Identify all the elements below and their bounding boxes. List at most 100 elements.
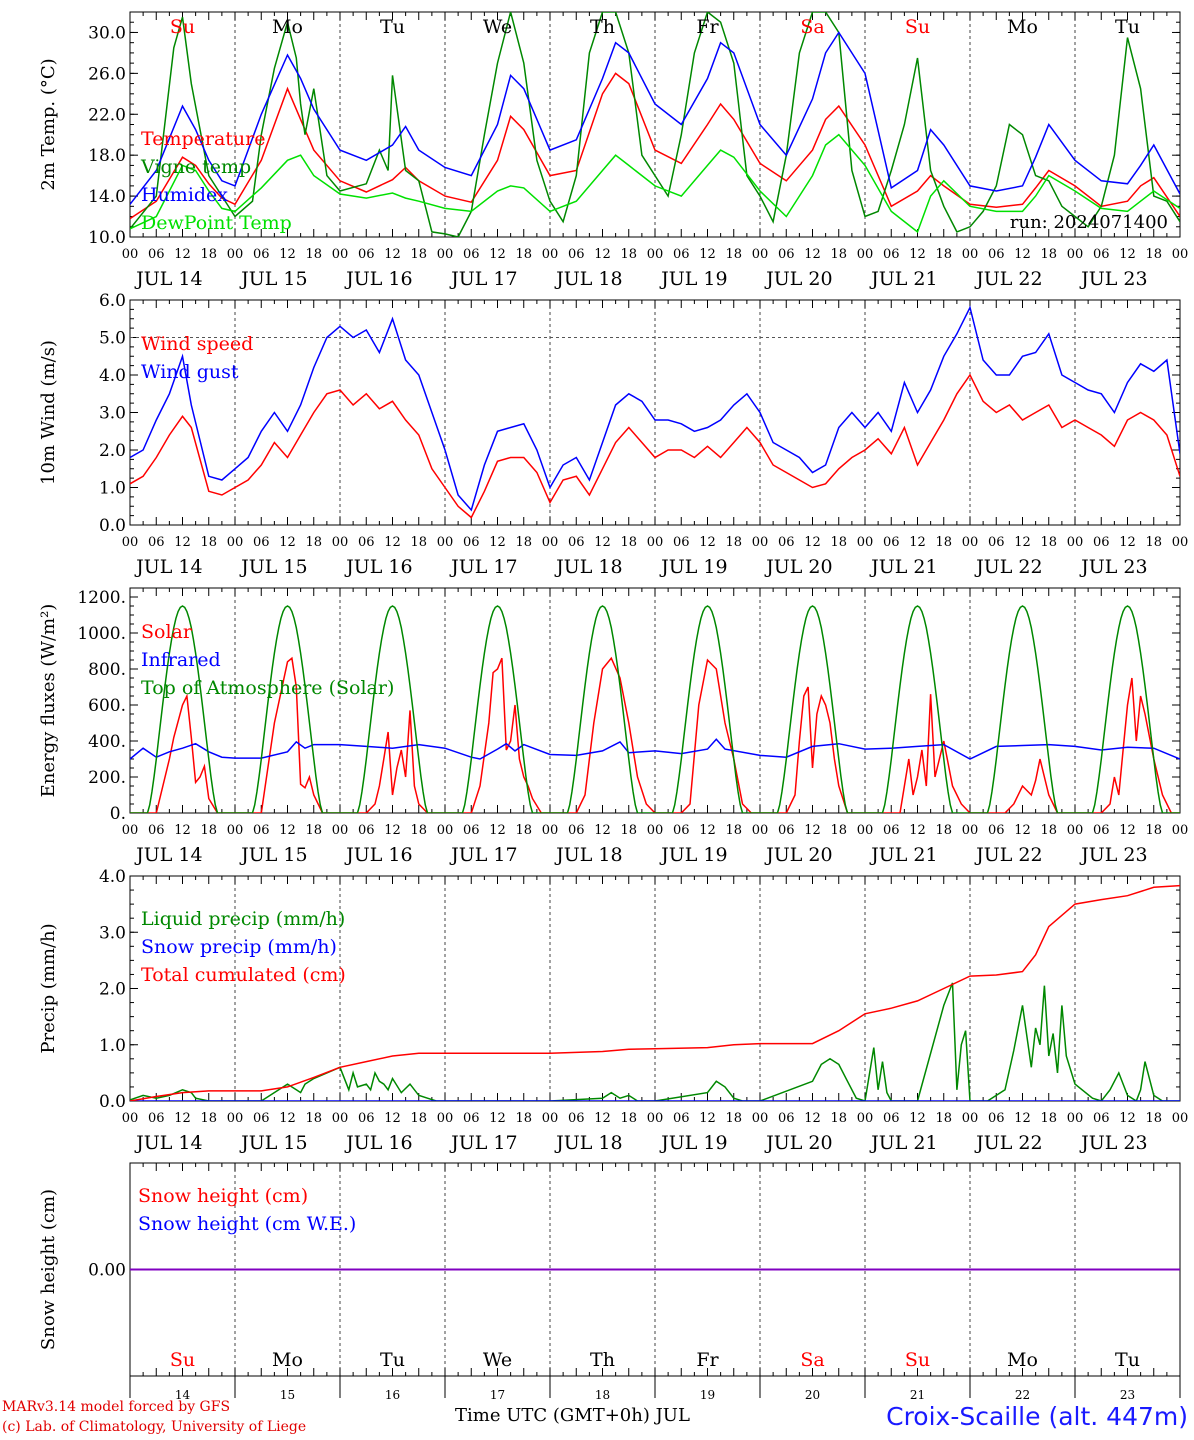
hour-tick-label: 00 xyxy=(542,1111,559,1126)
hour-tick-label: 00 xyxy=(752,823,769,838)
hour-tick-label: 12 xyxy=(699,823,716,838)
date-label: JUL 16 xyxy=(344,844,412,866)
hour-tick-label: 06 xyxy=(883,1111,900,1126)
series-line xyxy=(130,656,1180,813)
legend-entry: DewPoint Temp xyxy=(141,212,292,234)
day-number-label: 14 xyxy=(175,1388,191,1402)
hour-tick-label: 06 xyxy=(358,535,375,550)
hour-tick-label: 12 xyxy=(1014,1111,1031,1126)
hour-tick-label: 00 xyxy=(1172,535,1189,550)
y-tick-label: 22.0 xyxy=(88,105,126,125)
hour-tick-label: 12 xyxy=(909,535,926,550)
hour-tick-label: 06 xyxy=(883,823,900,838)
hour-tick-label: 06 xyxy=(988,823,1005,838)
weekday-label: Th xyxy=(590,16,615,38)
hour-tick-label: 12 xyxy=(594,823,611,838)
hour-tick-label: 12 xyxy=(279,823,296,838)
hour-tick-label: 00 xyxy=(332,247,349,262)
series-line xyxy=(130,31,1180,205)
hour-tick-label: 06 xyxy=(463,247,480,262)
y-tick-label: 400. xyxy=(88,732,126,752)
hour-tick-label: 00 xyxy=(1172,1111,1189,1126)
legend-entry: Top of Atmosphere (Solar) xyxy=(141,677,394,699)
y-tick-label: 1.0 xyxy=(99,479,126,499)
hour-tick-label: 18 xyxy=(515,1111,532,1126)
y-tick-label: 5.0 xyxy=(99,329,126,349)
date-label: JUL 18 xyxy=(554,1132,622,1154)
hour-tick-label: 12 xyxy=(1119,1111,1136,1126)
day-number-label: 22 xyxy=(1015,1388,1030,1402)
hour-tick-label: 12 xyxy=(594,247,611,262)
weekday-label: Su xyxy=(905,1349,930,1371)
weekday-label: Th xyxy=(590,1349,615,1371)
hour-tick-label: 18 xyxy=(515,823,532,838)
hour-tick-label: 18 xyxy=(725,1111,742,1126)
date-label: JUL 23 xyxy=(1079,844,1147,866)
hour-tick-label: 18 xyxy=(305,535,322,550)
hour-tick-label: 18 xyxy=(305,1111,322,1126)
hour-tick-label: 00 xyxy=(437,823,454,838)
day-number-label: 15 xyxy=(280,1388,295,1402)
hour-tick-label: 06 xyxy=(1093,247,1110,262)
hour-tick-label: 06 xyxy=(148,823,165,838)
date-label: JUL 20 xyxy=(764,1132,832,1154)
hour-tick-label: 00 xyxy=(752,535,769,550)
date-label: JUL 14 xyxy=(134,268,202,290)
weekday-label: Mo xyxy=(272,16,303,38)
date-label: JUL 17 xyxy=(449,1132,517,1154)
date-label: JUL 18 xyxy=(554,844,622,866)
hour-tick-label: 00 xyxy=(857,1111,874,1126)
hour-tick-label: 12 xyxy=(909,247,926,262)
hour-tick-label: 12 xyxy=(174,1111,191,1126)
y-tick-label: 26.0 xyxy=(88,64,126,84)
hour-tick-label: 18 xyxy=(515,247,532,262)
hour-tick-label: 18 xyxy=(410,535,427,550)
y-tick-label: 2.0 xyxy=(99,980,126,1000)
hour-tick-label: 18 xyxy=(830,1111,847,1126)
legend-entry: Temperature xyxy=(141,128,265,150)
hour-tick-label: 18 xyxy=(725,823,742,838)
hour-tick-label: 00 xyxy=(122,535,139,550)
date-label: JUL 19 xyxy=(659,268,727,290)
hour-tick-label: 12 xyxy=(1119,247,1136,262)
hour-tick-label: 00 xyxy=(227,1111,244,1126)
series-group xyxy=(130,12,1180,237)
hour-tick-label: 06 xyxy=(568,535,585,550)
hour-tick-label: 00 xyxy=(437,1111,454,1126)
hour-tick-label: 06 xyxy=(253,535,270,550)
hour-tick-label: 18 xyxy=(200,823,217,838)
hour-tick-label: 06 xyxy=(778,1111,795,1126)
hour-tick-label: 12 xyxy=(804,535,821,550)
date-label: JUL 15 xyxy=(239,1132,307,1154)
date-label: JUL 23 xyxy=(1079,556,1147,578)
series-group xyxy=(130,884,1180,1101)
series-line xyxy=(130,305,1180,512)
hour-tick-label: 06 xyxy=(253,1111,270,1126)
weekday-label: Tu xyxy=(380,1349,405,1371)
hour-tick-label: 06 xyxy=(673,1111,690,1126)
hour-tick-label: 12 xyxy=(594,1111,611,1126)
hour-tick-label: 00 xyxy=(752,247,769,262)
series-group xyxy=(130,305,1180,519)
hour-tick-label: 06 xyxy=(358,823,375,838)
date-label: JUL 15 xyxy=(239,844,307,866)
hour-tick-label: 18 xyxy=(200,535,217,550)
date-label: JUL 16 xyxy=(344,1132,412,1154)
series-line xyxy=(130,373,1180,519)
date-label: JUL 20 xyxy=(764,268,832,290)
plot-frame xyxy=(129,299,1181,526)
date-label: JUL 23 xyxy=(1079,1132,1147,1154)
model-credit: MARv3.14 model forced by GFS xyxy=(2,1399,231,1415)
hour-tick-label: 18 xyxy=(620,247,637,262)
y-axis-label: Precip (mm/h) xyxy=(38,923,59,1053)
series-line xyxy=(130,12,1180,237)
y-tick-label: 4.0 xyxy=(99,867,126,887)
weekday-label: Su xyxy=(170,16,195,38)
hour-tick-label: 12 xyxy=(489,823,506,838)
day-number-label: 16 xyxy=(385,1388,400,1402)
hour-tick-label: 12 xyxy=(279,247,296,262)
weekday-label: Su xyxy=(905,16,930,38)
date-label: JUL 17 xyxy=(449,844,517,866)
legend-entry: Humidex xyxy=(141,184,228,206)
hour-tick-label: 00 xyxy=(227,823,244,838)
